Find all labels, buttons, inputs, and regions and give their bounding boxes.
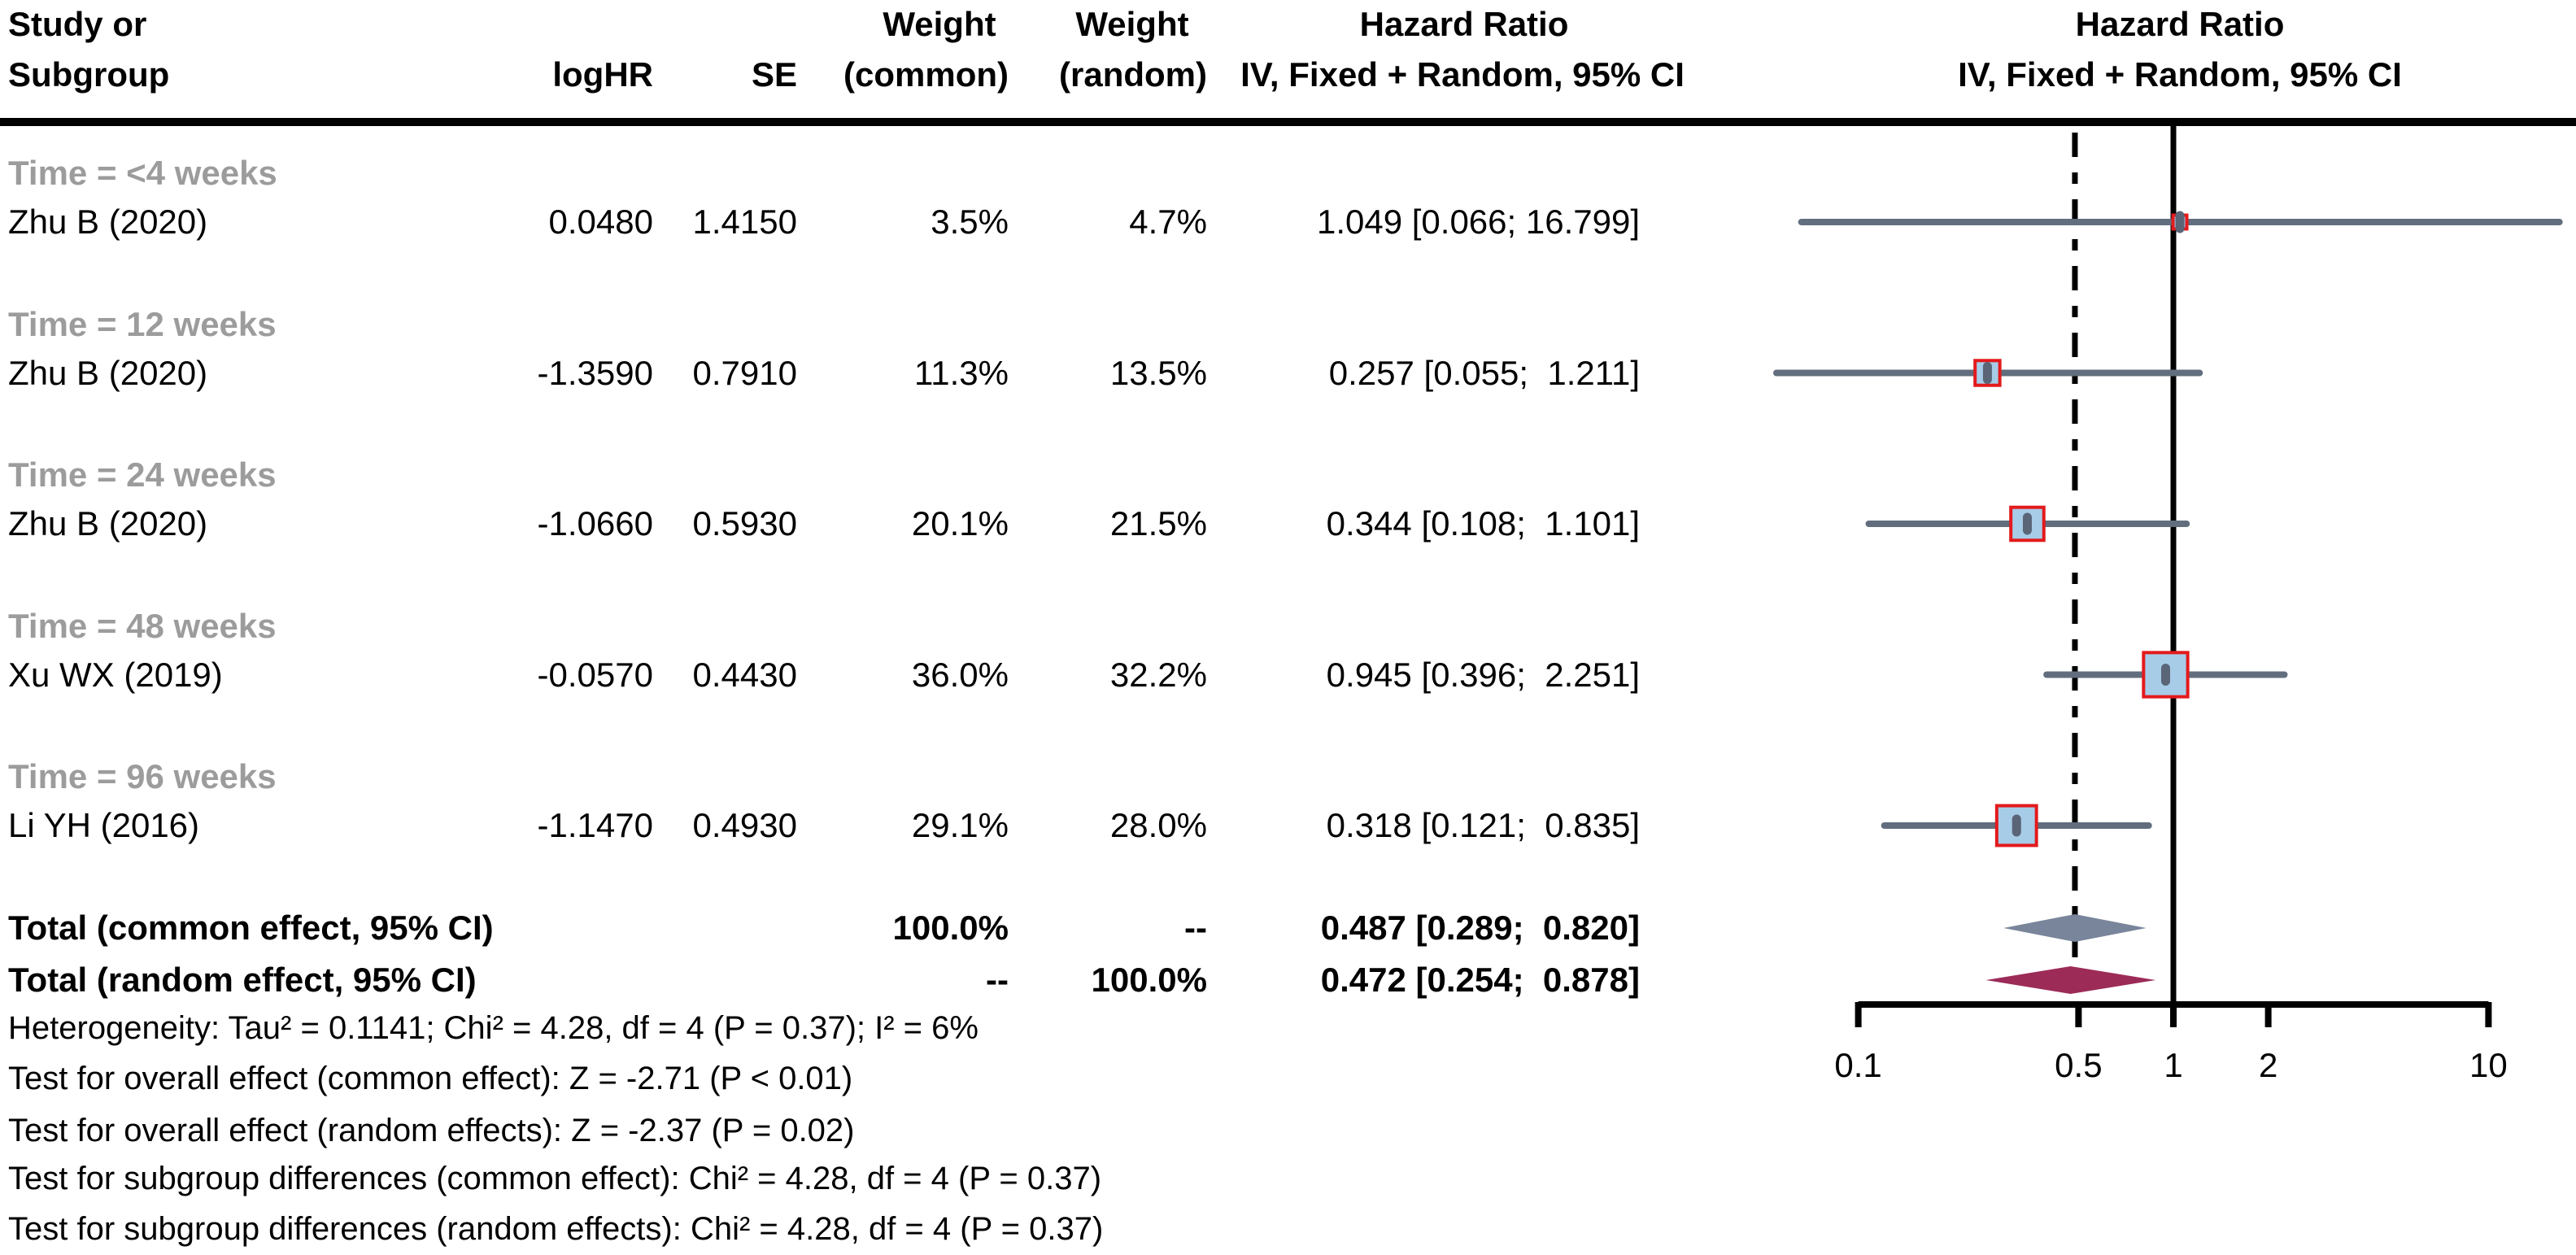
diamond-common (2003, 914, 2147, 942)
header-plot-hr-line1: Hazard Ratio (2075, 5, 2285, 43)
hr-ci-text: 1.049 [0.066; 16.799] (1316, 203, 1640, 241)
subgroup-label: Time = 24 weeks (8, 455, 277, 494)
se-value: 0.4930 (692, 806, 797, 844)
footnote: Test for subgroup differences (common ef… (8, 1161, 1102, 1196)
total-weight-common: 100.0% (892, 909, 1009, 947)
x-axis-tick-label: 10 (2469, 1046, 2508, 1084)
weight-random-value: 4.7% (1129, 203, 1207, 241)
se-value: 0.4430 (692, 655, 797, 694)
weight-random-value: 21.5% (1109, 504, 1207, 543)
header-plot-hr-line2: IV, Fixed + Random, 95% CI (1958, 55, 2402, 94)
hr-ci-text: 0.257 [0.055; 1.211] (1328, 353, 1640, 392)
diamond-random (1985, 966, 2156, 994)
x-axis-tick-label: 0.1 (1834, 1046, 1881, 1084)
weight-common-value: 20.1% (911, 504, 1009, 543)
header-se: SE (751, 55, 797, 94)
se-value: 1.4150 (692, 203, 797, 241)
point-estimate-marker (2022, 512, 2032, 535)
subgroup-label: Time = <4 weeks (8, 154, 277, 192)
study-name: Zhu B (2020) (8, 504, 208, 543)
point-estimate-marker (2160, 664, 2170, 686)
weight-random-value: 32.2% (1109, 655, 1207, 694)
header-hr-text-line2: IV, Fixed + Random, 95% CI (1240, 55, 1685, 94)
subgroup-label: Time = 48 weeks (8, 606, 277, 645)
weight-common-value: 29.1% (911, 806, 1009, 844)
total-weight-random: -- (1184, 909, 1207, 947)
point-estimate-marker (2012, 814, 2021, 837)
header-loghr: logHR (552, 55, 653, 94)
footnote: Test for overall effect (common effect):… (8, 1061, 853, 1096)
point-estimate-marker (1982, 362, 1992, 384)
subgroup-label: Time = 12 weeks (8, 304, 277, 343)
study-name: Xu WX (2019) (8, 655, 223, 694)
total-weight-random: 100.0% (1091, 961, 1207, 999)
header-study-line2: Subgroup (8, 55, 170, 94)
header-study-line1: Study or (8, 5, 147, 43)
weight-common-value: 11.3% (914, 353, 1009, 392)
hr-ci-text: 0.318 [0.121; 0.835] (1326, 806, 1640, 844)
total-label: Total (random effect, 95% CI) (8, 961, 477, 999)
study-name: Li YH (2016) (8, 806, 200, 844)
weight-random-value: 28.0% (1109, 806, 1207, 844)
total-label: Total (common effect, 95% CI) (8, 909, 494, 947)
total-hr-ci-text: 0.487 [0.289; 0.820] (1320, 909, 1640, 947)
se-value: 0.7910 (692, 353, 797, 392)
footnote: Test for overall effect (random effects)… (8, 1113, 855, 1148)
header-weight-common-line2: (common) (843, 55, 1009, 94)
loghr-value: -1.1470 (537, 806, 653, 844)
loghr-value: -0.0570 (537, 655, 653, 694)
x-axis-tick-label: 1 (2164, 1046, 2182, 1084)
weight-random-value: 13.5% (1109, 353, 1207, 392)
footnote: Test for subgroup differences (random ef… (8, 1211, 1104, 1247)
total-weight-common: -- (986, 961, 1009, 999)
total-hr-ci-text: 0.472 [0.254; 0.878] (1320, 961, 1640, 999)
header-hr-text-line1: Hazard Ratio (1359, 5, 1569, 43)
hr-ci-text: 0.344 [0.108; 1.101] (1326, 504, 1640, 543)
study-name: Zhu B (2020) (8, 353, 208, 392)
loghr-value: 0.0480 (548, 203, 653, 241)
point-estimate-marker (2175, 211, 2185, 233)
loghr-value: -1.0660 (537, 504, 653, 543)
subgroup-label: Time = 96 weeks (8, 757, 277, 795)
header-weight-random-line1: Weight (1075, 5, 1189, 43)
hr-ci-text: 0.945 [0.396; 2.251] (1326, 655, 1640, 694)
se-value: 0.5930 (692, 504, 797, 543)
weight-common-value: 36.0% (911, 655, 1009, 694)
weight-common-value: 3.5% (931, 203, 1009, 241)
footnote: Heterogeneity: Tau² = 0.1141; Chi² = 4.2… (8, 1010, 979, 1046)
x-axis-tick-label: 2 (2259, 1046, 2277, 1084)
loghr-value: -1.3590 (537, 353, 653, 392)
x-axis-tick-label: 0.5 (2055, 1046, 2102, 1084)
study-name: Zhu B (2020) (8, 203, 208, 241)
header-weight-random-line2: (random) (1059, 55, 1207, 94)
header-weight-common-line1: Weight (883, 5, 996, 43)
